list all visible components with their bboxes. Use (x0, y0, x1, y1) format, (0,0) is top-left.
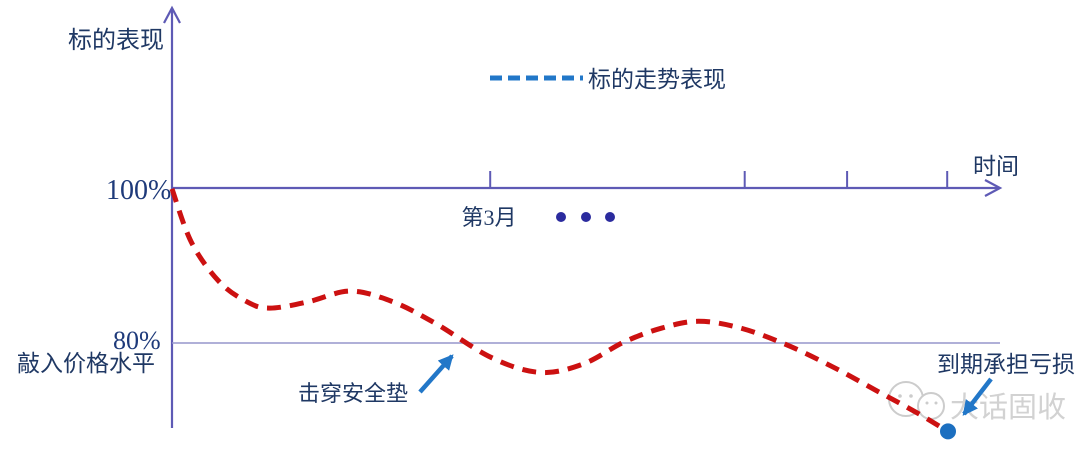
knockin-price-label: 敲入价格水平 (17, 351, 155, 376)
month3-tick-label: 第3月 (461, 205, 516, 230)
price-curve (169, 187, 950, 434)
level-80-label: 80% (113, 326, 161, 355)
endpoint-dot (940, 423, 956, 440)
maturity-arrow-icon (962, 377, 993, 416)
watermark: 大话固收 (888, 381, 1066, 424)
axes (163, 5, 1003, 428)
legend: 标的走势表现 (490, 67, 726, 92)
x-axis-label: 时间 (973, 154, 1019, 179)
breach-annotation-label: 击穿安全垫 (298, 381, 408, 406)
ellipsis-dots-icon (556, 212, 615, 222)
breach-annotation: 击穿安全垫 (298, 354, 454, 406)
wechat-icon (888, 381, 945, 420)
level-100-label: 100% (106, 175, 171, 206)
legend-label: 标的走势表现 (588, 67, 726, 92)
maturity-loss-label: 到期承担亏损 (937, 352, 1075, 377)
x-axis-arrow-icon (984, 179, 1003, 197)
breach-arrow-icon (418, 354, 454, 394)
x-axis-tick-marks (489, 171, 949, 188)
maturity-loss-annotation: 到期承担亏损 (937, 352, 1075, 416)
y-axis-arrow-icon (163, 5, 181, 24)
y-axis-label: 标的表现 (68, 27, 164, 54)
